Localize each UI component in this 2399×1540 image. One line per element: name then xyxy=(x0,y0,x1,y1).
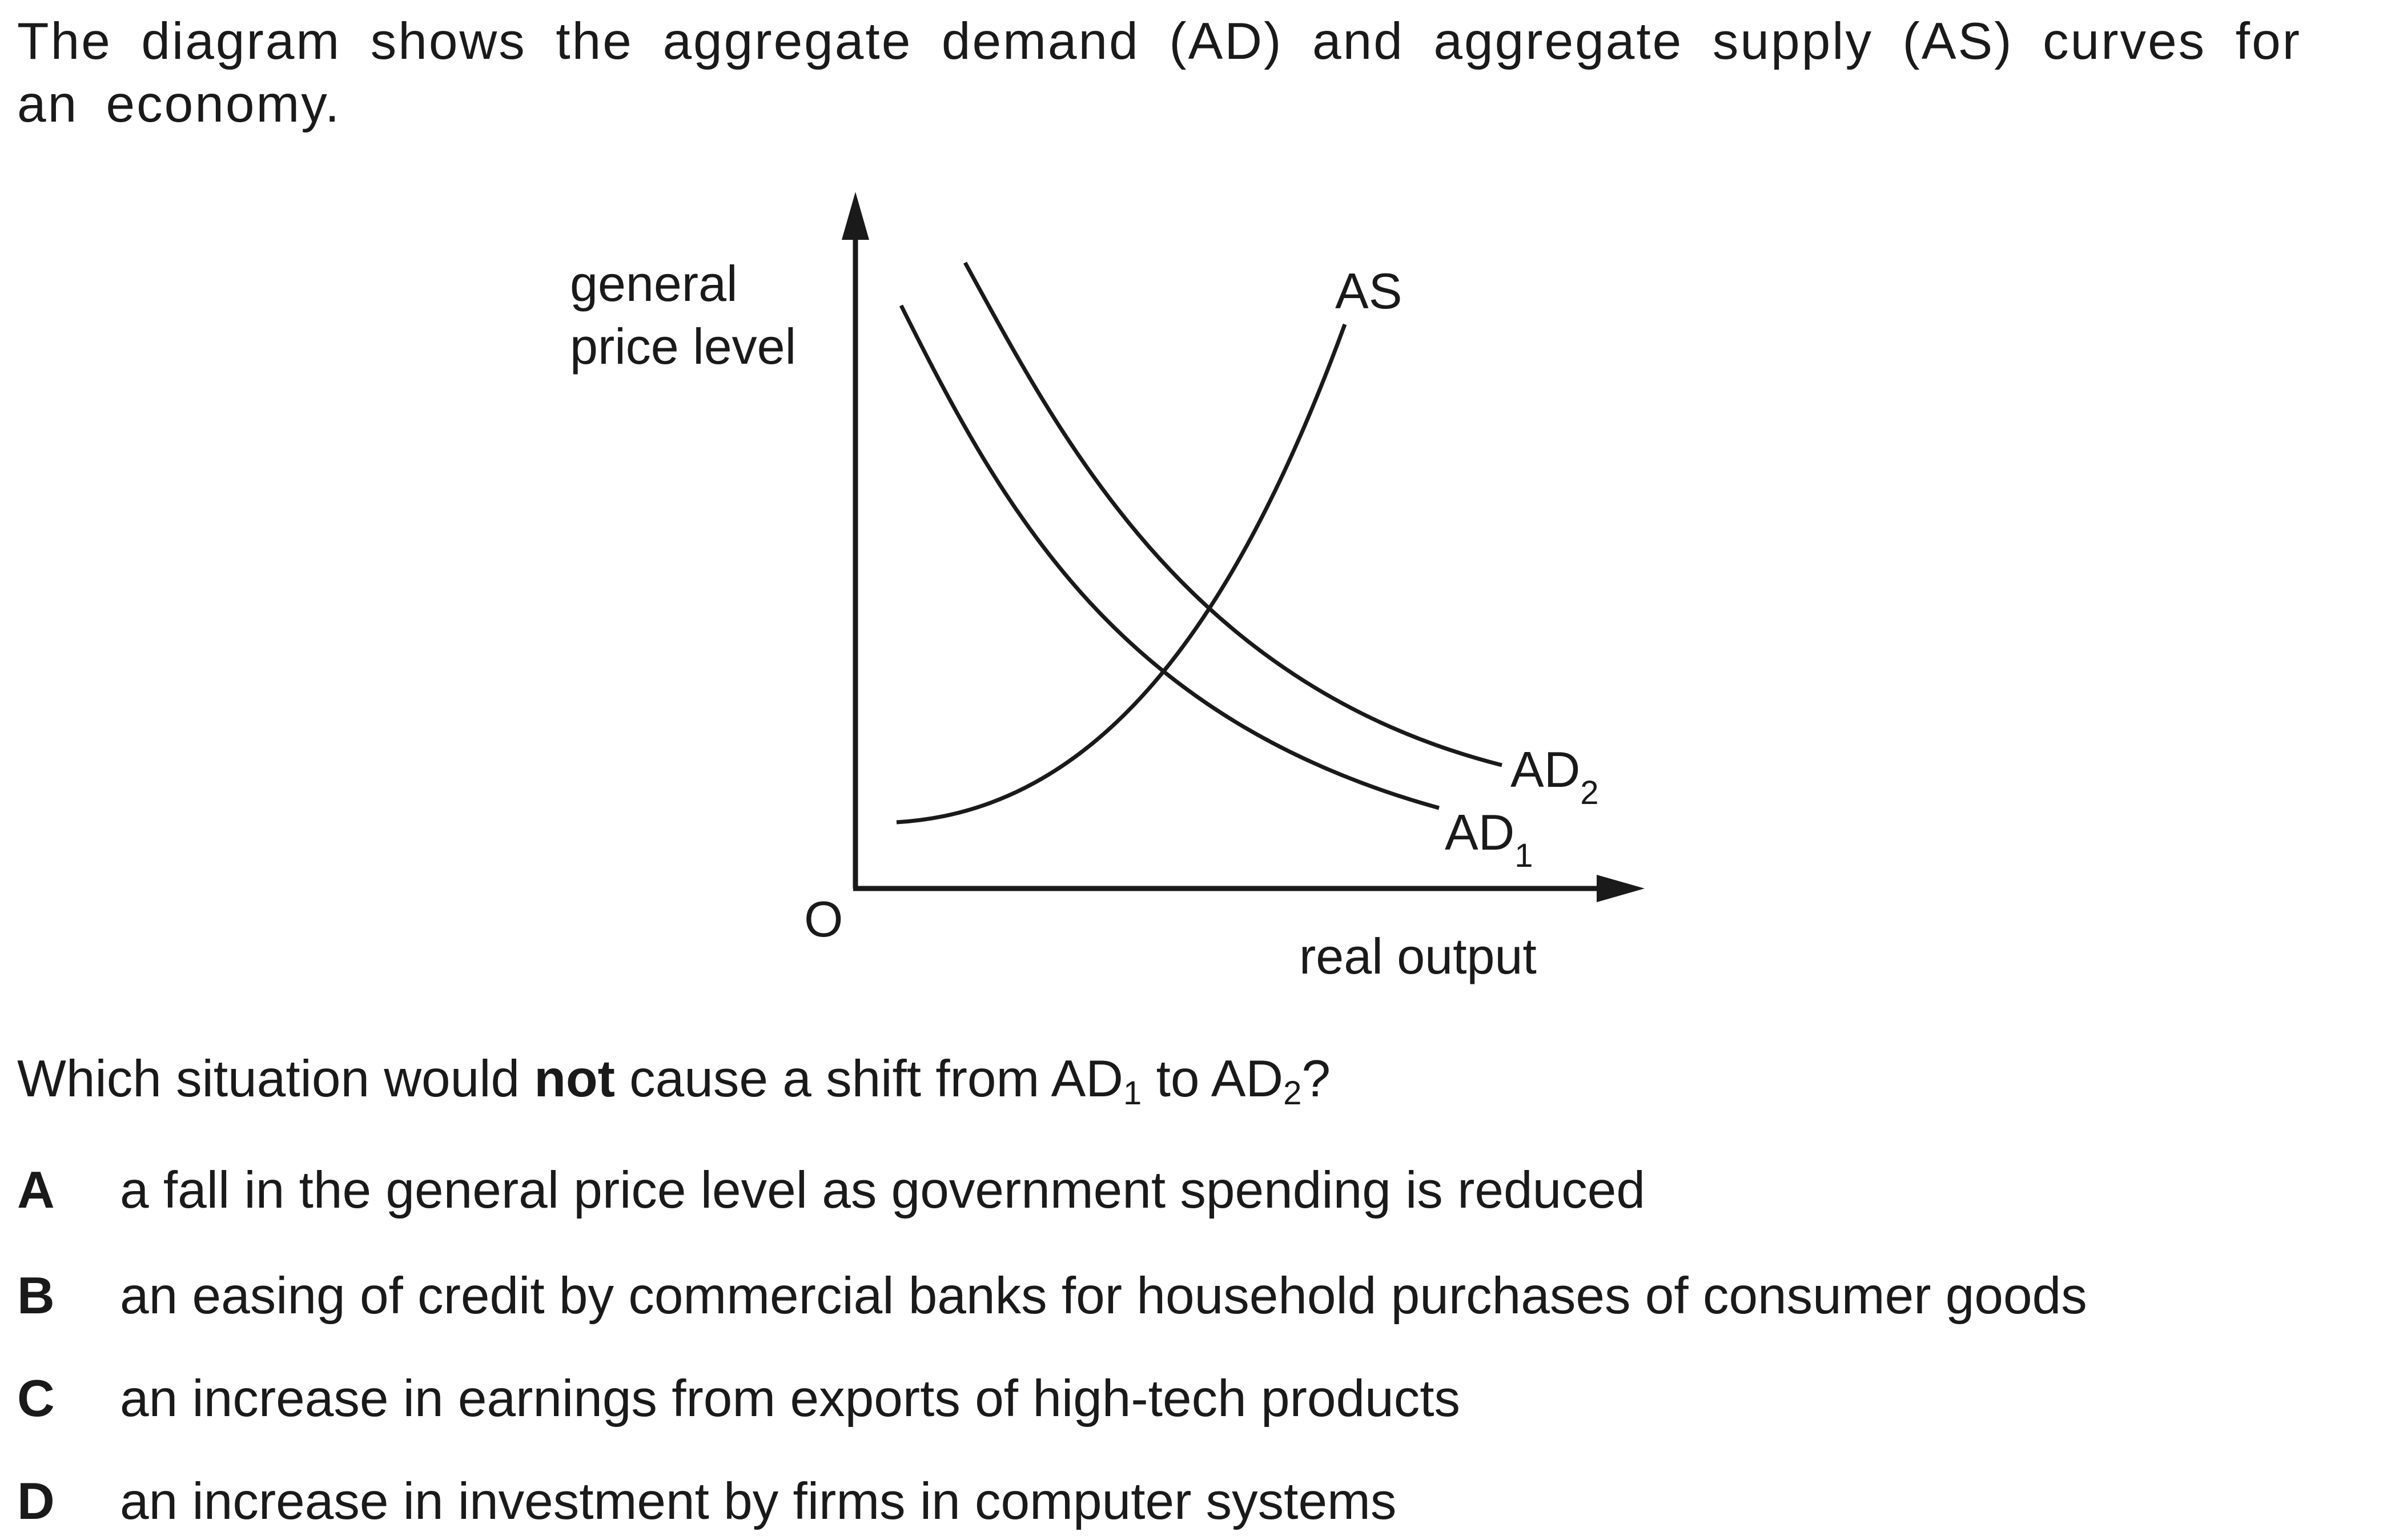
x-axis-label: real output xyxy=(1299,928,1537,984)
y-axis-label-line1: general xyxy=(570,255,738,312)
option-letter: A xyxy=(17,1161,55,1219)
ad2-curve xyxy=(963,262,1502,767)
option-letter: B xyxy=(17,1267,55,1325)
question-part2: cause a shift from AD xyxy=(614,1050,1124,1108)
as-label: AS xyxy=(1335,263,1402,319)
origin-label: O xyxy=(804,891,843,947)
option-text: an easing of credit by commercial banks … xyxy=(120,1267,2087,1325)
option-text: an increase in investment by firms in co… xyxy=(120,1473,1397,1530)
option-text: a fall in the general price level as gov… xyxy=(120,1161,1645,1219)
ad2-label: AD2 xyxy=(1510,741,1599,811)
ad2-label-main: AD xyxy=(1510,741,1580,798)
option-text: an increase in earnings from exports of … xyxy=(120,1370,1461,1428)
ad2-label-sub: 2 xyxy=(1580,774,1598,811)
ad1-curve xyxy=(899,304,1440,810)
y-axis-arrowhead xyxy=(842,192,869,240)
intro-text: The diagram shows the aggregate demand (… xyxy=(17,13,2301,133)
x-axis-arrowhead xyxy=(1597,875,1645,902)
question-sub2: 2 xyxy=(1283,1075,1302,1112)
question-emphasis: not xyxy=(534,1050,615,1108)
y-axis-label-line2: price level xyxy=(570,318,796,375)
ad1-label-sub: 1 xyxy=(1514,837,1533,874)
question-part3: to AD xyxy=(1142,1050,1284,1108)
question-text: Which situation would not cause a shift … xyxy=(17,1048,1331,1111)
as-curve xyxy=(896,323,1347,825)
ad1-label: AD1 xyxy=(1445,804,1533,874)
ad1-label-main: AD xyxy=(1445,804,1514,861)
question-part4: ? xyxy=(1301,1050,1331,1108)
question-part1: Which situation would xyxy=(17,1050,535,1108)
question-sub1: 1 xyxy=(1123,1075,1142,1112)
option-letter: C xyxy=(17,1370,55,1428)
option-letter: D xyxy=(17,1473,55,1530)
